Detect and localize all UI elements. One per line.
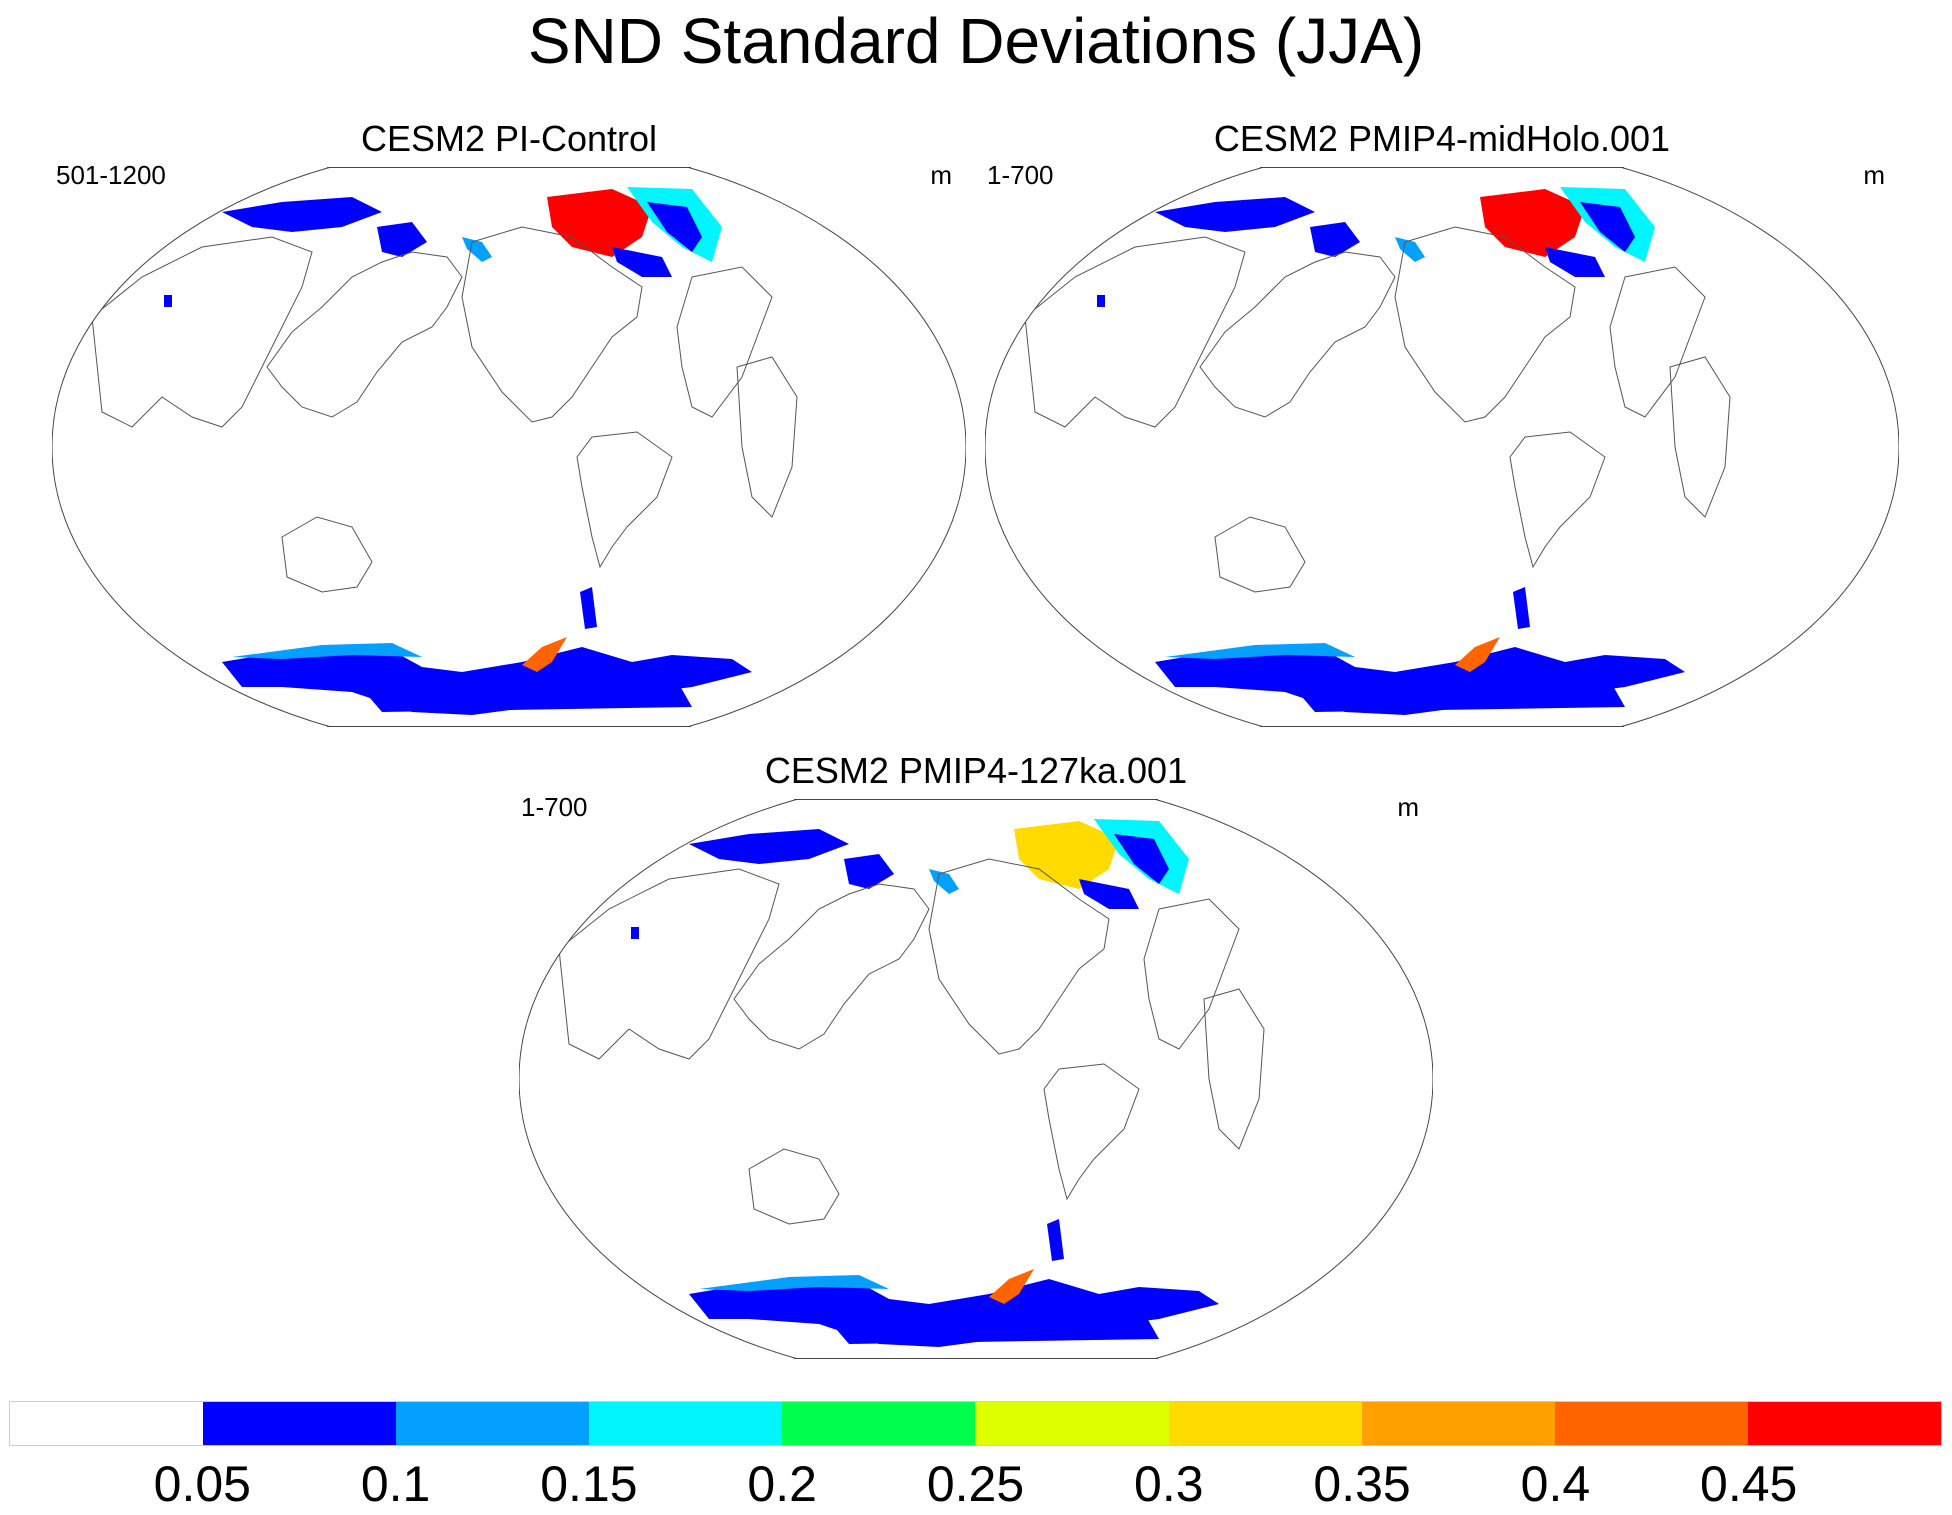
snow-variability-region — [1097, 295, 1105, 307]
world-map — [519, 799, 1433, 1359]
snow-variability-region — [352, 672, 692, 712]
snow-variability-region — [1165, 643, 1355, 659]
snow-variability-region — [1155, 197, 1315, 232]
snow-variability-region — [1395, 237, 1425, 262]
coastline — [1394, 226, 1576, 423]
colorbar-tick-label: 0.25 — [926, 1456, 1025, 1512]
snow-variability-region — [1285, 672, 1625, 712]
snow-variability-region — [929, 869, 959, 894]
colorbar-swatch — [1554, 1402, 1748, 1445]
snow-variability-region — [462, 237, 492, 262]
coastline — [733, 883, 930, 1050]
coastline — [736, 356, 798, 518]
snow-variability-region — [377, 222, 427, 257]
snow-variability-region — [1580, 202, 1635, 252]
snow-variability-region — [819, 1304, 1159, 1344]
snow-variability-region — [522, 637, 567, 672]
colorbar-tick-label: 0.3 — [1134, 1456, 1204, 1512]
map-boundary — [52, 167, 966, 727]
snow-variability-region — [699, 1275, 889, 1291]
coastline — [558, 868, 780, 1060]
coastline — [576, 431, 673, 569]
period-label: 501-1200 — [56, 160, 166, 190]
units-label: m — [1863, 160, 1885, 190]
snow-variability-region — [1513, 587, 1530, 629]
coastline — [281, 516, 373, 593]
map-panel-midholo: CESM2 PMIP4-midHolo.001 1-700 m — [985, 118, 1899, 727]
world-map — [985, 167, 1899, 727]
coastline — [1214, 516, 1306, 593]
colorbar-swatch — [203, 1402, 397, 1445]
map-panel-pi-control: CESM2 PI-Control 501-1200 m — [52, 118, 966, 727]
colorbar-swatch — [10, 1402, 204, 1445]
coastline — [1024, 236, 1246, 428]
snow-variability-region — [612, 247, 672, 277]
coastline — [1669, 356, 1731, 518]
snow-variability-region — [1455, 637, 1500, 672]
snow-variability-region — [1545, 247, 1605, 277]
colorbar-swatch — [1168, 1402, 1362, 1445]
snow-variability-region — [631, 927, 639, 939]
snow-variability-region — [1480, 189, 1585, 257]
snow-variability-region — [580, 587, 597, 629]
units-label: m — [930, 160, 952, 190]
colorbar-swatch — [1361, 1402, 1555, 1445]
coastline — [461, 226, 643, 423]
snow-variability-region — [222, 197, 382, 232]
panel-title: CESM2 PMIP4-127ka.001 — [764, 750, 1188, 791]
colorbar-swatch — [975, 1402, 1169, 1445]
snow-variability-region — [1114, 834, 1169, 884]
colorbar-tick-label: 0.2 — [747, 1456, 817, 1512]
coastline — [1143, 898, 1240, 1050]
map-boundary — [519, 799, 1433, 1359]
colorbar-tick-label: 0.15 — [540, 1456, 638, 1512]
snow-variability-region — [547, 189, 652, 257]
colorbar-tick-label: 0.1 — [360, 1456, 431, 1512]
figure-title: SND Standard Deviations (JJA) — [527, 5, 1425, 77]
snow-variability-region — [1310, 222, 1360, 257]
colorbar-tick-label: 0.4 — [1520, 1456, 1591, 1512]
colorbar-ticks: 0.05 0.1 0.15 0.2 0.25 0.3 0.35 0.4 0.45 — [9, 1455, 1942, 1515]
coastline — [1199, 251, 1396, 418]
snow-variability-region — [989, 1269, 1034, 1304]
map-panel-127ka: CESM2 PMIP4-127ka.001 1-700 m — [519, 750, 1433, 1359]
panel-title: CESM2 PMIP4-midHolo.001 — [1213, 118, 1671, 159]
coastline — [748, 1148, 840, 1225]
coastline — [1609, 266, 1706, 418]
snow-variability-region — [844, 854, 894, 889]
period-label: 1-700 — [521, 792, 588, 822]
period-label: 1-700 — [987, 160, 1054, 190]
snow-variability-region — [647, 202, 702, 252]
coastline — [1203, 988, 1265, 1150]
map-boundary — [985, 167, 1899, 727]
colorbar-swatch — [1747, 1402, 1941, 1445]
coastline — [928, 858, 1110, 1055]
units-label: m — [1397, 792, 1419, 822]
colorbar — [9, 1401, 1942, 1446]
snow-variability-region — [1014, 821, 1119, 889]
coastline — [91, 236, 313, 428]
snow-variability-region — [164, 295, 172, 307]
coastline — [1043, 1063, 1140, 1201]
snow-variability-region — [689, 829, 849, 864]
snow-variability-region — [232, 643, 422, 659]
colorbar-swatch — [589, 1402, 783, 1445]
colorbar-tick-label: 0.05 — [153, 1456, 251, 1512]
colorbar-swatch — [782, 1402, 976, 1445]
world-map — [52, 167, 966, 727]
panel-title: CESM2 PI-Control — [360, 118, 658, 159]
colorbar-swatch — [396, 1402, 590, 1445]
colorbar-tick-label: 0.35 — [1313, 1456, 1411, 1512]
snow-variability-region — [1079, 879, 1139, 909]
coastline — [266, 251, 463, 418]
coastline — [676, 266, 773, 418]
coastline — [1509, 431, 1606, 569]
snow-variability-region — [1047, 1219, 1064, 1261]
colorbar-tick-label: 0.45 — [1700, 1456, 1798, 1512]
